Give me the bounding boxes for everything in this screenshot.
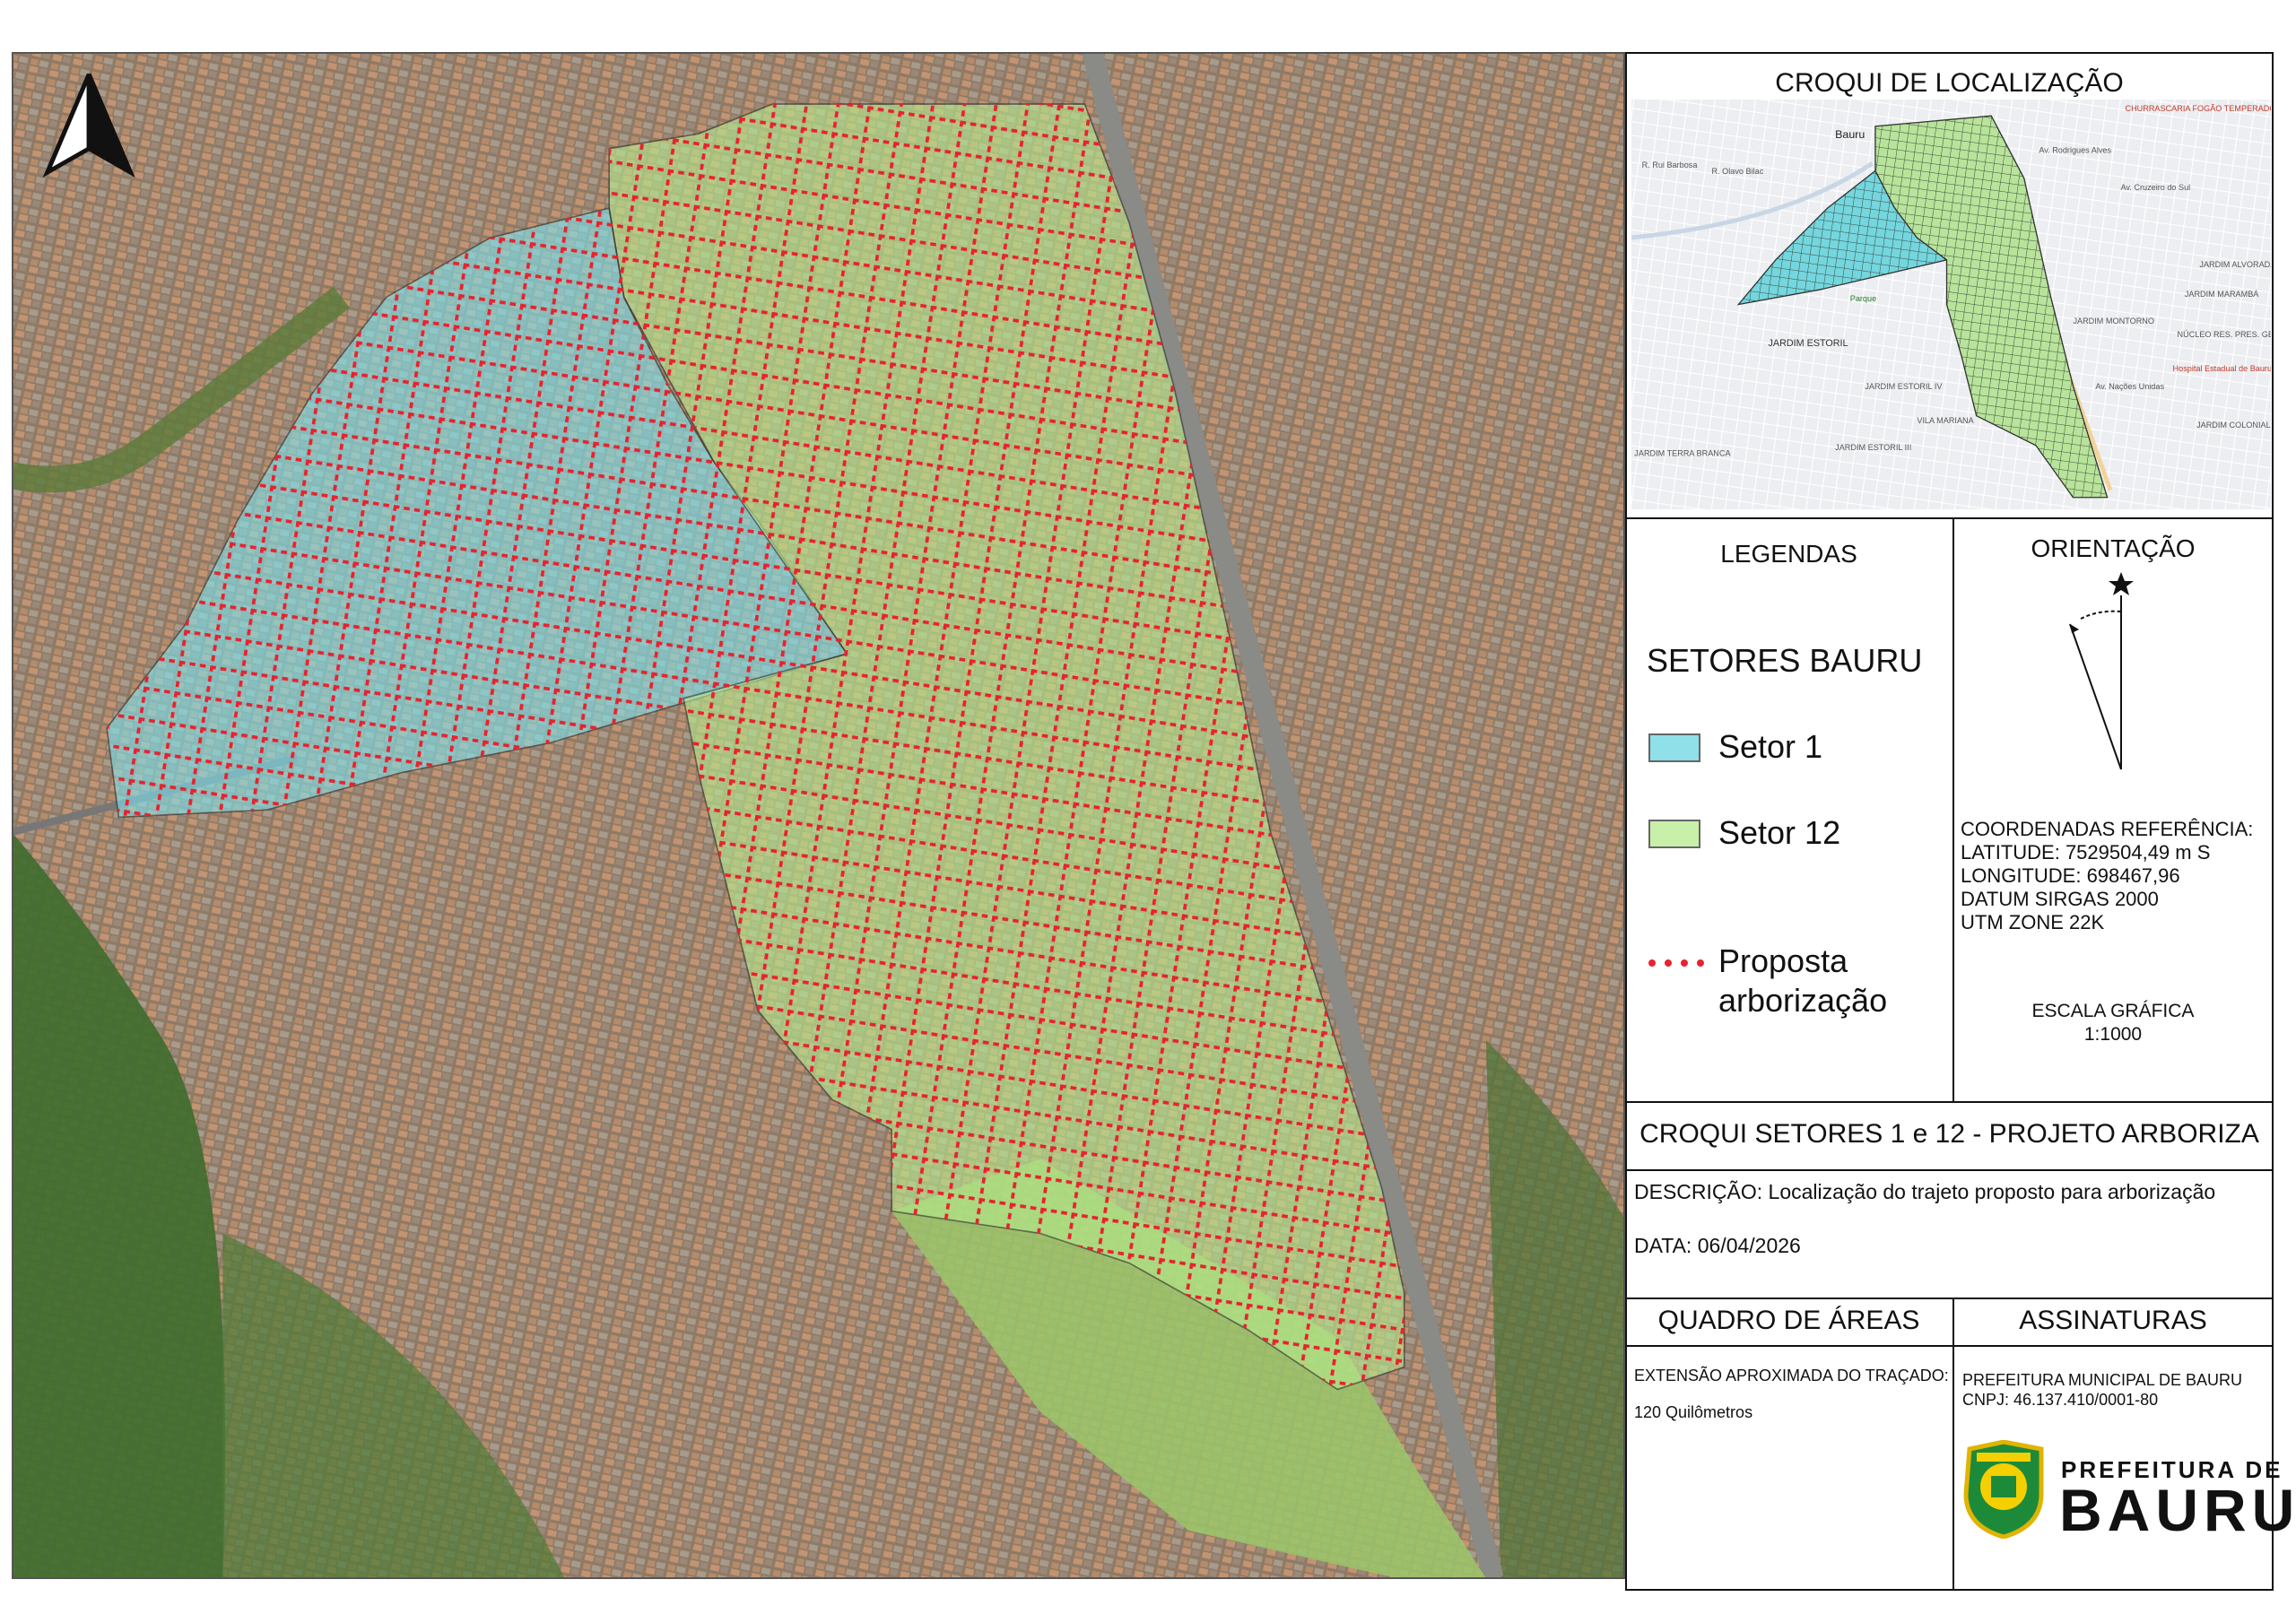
inset-label: JARDIM COLONIAL — [2196, 421, 2271, 430]
coordinate-line: LONGITUDE: 698467,96 — [1961, 864, 2180, 887]
scale: 1:1000 — [2083, 1024, 2143, 1045]
coordinate-line: DATUM SIRGAS 2000 — [1961, 888, 2159, 910]
main-map — [12, 52, 1624, 1578]
date-label: DATA: — [1634, 1234, 1692, 1257]
sheet-title: CROQUI SETORES 1 e 12 - PROJETO ARBORIZA — [1639, 1119, 2259, 1149]
signatures-title: ASSINATURAS — [2019, 1306, 2207, 1335]
inset-label: JARDIM ESTORIL III — [1835, 443, 1911, 452]
inset-label: R. Rui Barbosa — [1642, 161, 1699, 169]
inset-label: Av. Rodrigues Alves — [2039, 146, 2111, 155]
inset-label: R. Olavo Bilac — [1712, 167, 1764, 176]
inset-label: JARDIM MONTORNO — [2073, 317, 2153, 325]
map-frame — [12, 52, 1625, 1579]
side-panel — [1625, 52, 2274, 1591]
logo-emblem — [1963, 1440, 2044, 1539]
scale-title: ESCALA GRÁFICA — [2031, 1001, 2195, 1021]
inset-label: CHURRASCARIA FOGÃO TEMPERADO — [2126, 104, 2271, 113]
divider — [1625, 1298, 2274, 1299]
logo-top: PREFEITURA DE — [2061, 1456, 2283, 1483]
divider — [1625, 1101, 2274, 1103]
legend-swatch — [1648, 733, 1700, 762]
inset-label: JARDIM ESTORIL — [1769, 338, 1848, 349]
legend-title: LEGENDAS — [1720, 540, 1857, 568]
divider — [1625, 517, 2274, 519]
inset-label: Av. Cruzeiro do Sul — [2121, 183, 2191, 192]
divider — [1952, 1298, 1954, 1591]
areas-label: EXTENSÃO APROXIMADA DO TRAÇADO: — [1634, 1367, 1949, 1384]
inset-label: NÚCLEO RES. PRES. GEISEL — [2178, 330, 2271, 339]
legend-label: Setor 12 — [1718, 814, 1841, 851]
logo-bottom: BAURU — [2059, 1477, 2296, 1543]
date-text: 06/04/2026 — [1697, 1234, 1801, 1257]
inset-label: VILA MARIANA — [1917, 416, 1974, 425]
signature-line: PREFEITURA MUNICIPAL DE BAURU — [1962, 1371, 2243, 1389]
legend-swatch — [1648, 820, 1700, 848]
signature-lines: PREFEITURA MUNICIPAL DE BAURU CNPJ: 46.1… — [1962, 1370, 2242, 1410]
description-text: Localização do trajeto proposto para arb… — [1768, 1180, 2216, 1203]
signature-line: CNPJ: 46.137.410/0001-80 — [1962, 1391, 2159, 1409]
divider — [1625, 1345, 2274, 1347]
coordinates: COORDENADAS REFERÊNCIA: LATITUDE: 752950… — [1961, 818, 2253, 934]
areas-title: QUADRO DE ÁREAS — [1657, 1306, 1920, 1335]
inset-label: Av. Nações Unidas — [2095, 382, 2164, 391]
legend-label: Proposta arborização — [1718, 942, 1888, 1019]
legend-group: SETORES BAURU — [1647, 642, 1923, 679]
coordinate-line: LATITUDE: 7529504,49 m S — [1961, 841, 2211, 864]
coordinate-line: UTM ZONE 22K — [1961, 911, 2105, 933]
inset-title: CROQUI DE LOCALIZAÇÃO — [1775, 68, 2124, 98]
coordinate-line: COORDENADAS REFERÊNCIA: — [1961, 818, 2254, 840]
inset-label: JARDIM MARAMBÁ — [2185, 290, 2259, 299]
description-label: DESCRIÇÃO: — [1634, 1180, 1763, 1203]
inset-label: JARDIM TERRA BRANCA — [1634, 448, 1731, 457]
orientation-title: ORIENTAÇÃO — [2031, 534, 2196, 562]
divider — [1625, 1169, 2274, 1171]
legend-label: Setor 1 — [1718, 728, 1823, 765]
inset-label: JARDIM ESTORIL IV — [1865, 382, 1943, 391]
inset-label: Hospital Estadual de Bauru — [2173, 364, 2271, 373]
inset-label: Parque — [1850, 294, 1876, 303]
divider — [1952, 517, 1954, 1101]
legend-line — [1648, 959, 1704, 967]
inset-label: JARDIM ALVORADA — [2199, 260, 2271, 269]
date: DATA: 06/04/2026 — [1634, 1234, 1801, 1258]
inset-label: Bauru — [1835, 128, 1865, 141]
areas-value: 120 Quilômetros — [1634, 1403, 1753, 1421]
description: DESCRIÇÃO: Localização do trajeto propos… — [1634, 1180, 2215, 1204]
orientation-diagram — [2069, 572, 2134, 770]
inset-map: Bauru R. Rui Barbosa R. Olavo Bilac Av. … — [1631, 100, 2271, 509]
